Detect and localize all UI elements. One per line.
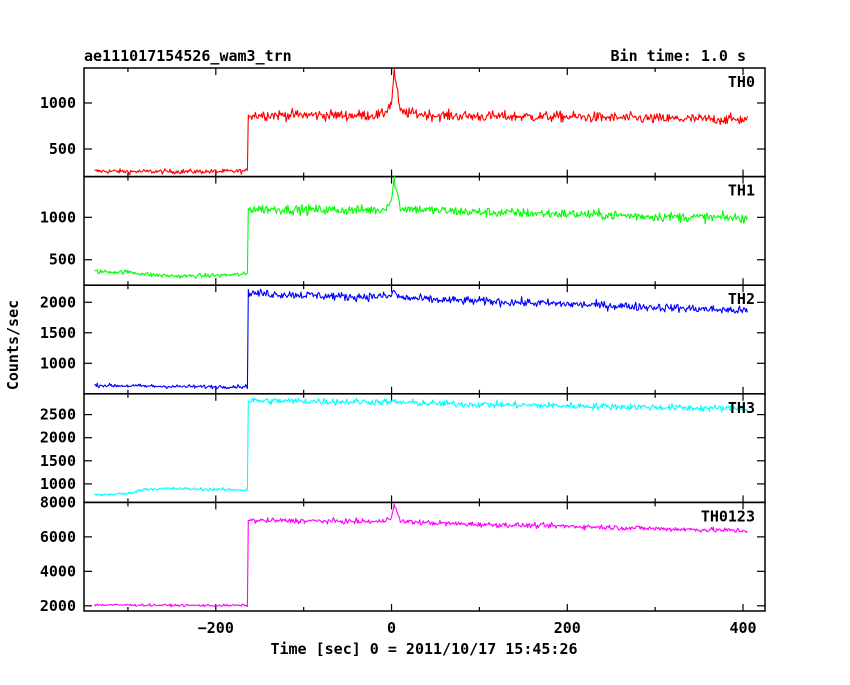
y-tick-label: 4000	[40, 562, 76, 580]
series-th0	[94, 67, 748, 176]
panel-label: TH0	[728, 73, 755, 91]
x-tick-label: 200	[554, 619, 581, 637]
panel-label: TH2	[728, 290, 755, 308]
y-tick-label: 2000	[40, 429, 76, 447]
x-tick-label: −200	[198, 619, 234, 637]
y-tick-label: 1000	[40, 475, 76, 493]
y-tick-label: 2500	[40, 406, 76, 424]
panel-th1: 500 1000 TH1	[40, 175, 766, 286]
panel-label: TH1	[728, 182, 755, 200]
y-tick-label: 1000	[40, 354, 76, 372]
y-tick-label: 1500	[40, 324, 76, 342]
panel-frame	[83, 393, 766, 504]
y-tick-label: 8000	[40, 493, 76, 511]
y-tick-label: 1000	[40, 94, 76, 112]
panel-label: TH3	[728, 399, 755, 417]
panel-th0: 500 1000 TH0	[40, 67, 766, 178]
panel-th3: 1000 1500 2000 2500 TH3	[40, 393, 766, 504]
panel-frame	[83, 501, 766, 612]
panel-frame	[83, 175, 766, 286]
panel-frame	[83, 67, 766, 178]
panel-frame	[83, 284, 766, 395]
y-tick-label: 6000	[40, 528, 76, 546]
panel-label: TH0123	[701, 507, 755, 525]
series-th3	[94, 397, 748, 497]
series-th0123	[94, 503, 748, 608]
y-tick-label: 500	[49, 251, 76, 269]
y-axis-label: Counts/sec	[4, 300, 22, 390]
y-tick-label: 2000	[40, 597, 76, 615]
x-axis: −200 0 200 400	[198, 619, 757, 637]
chart-title: ae111017154526_wam3_trn	[84, 47, 292, 65]
x-axis-label: Time [sec] 0 = 2011/10/17 15:45:26	[270, 640, 577, 658]
y-tick-label: 1500	[40, 452, 76, 470]
panel-th0123: 2000 4000 6000 8000 TH0123	[40, 493, 766, 615]
series-th2	[94, 288, 748, 390]
y-tick-label: 1000	[40, 208, 76, 226]
x-tick-label: 400	[729, 619, 756, 637]
y-tick-label: 500	[49, 140, 76, 158]
x-tick-label: 0	[387, 619, 396, 637]
bin-time-label: Bin time: 1.0 s	[611, 47, 746, 65]
panel-th2: 1000 1500 2000 TH2	[40, 284, 766, 395]
series-th1	[94, 176, 748, 280]
y-tick-label: 2000	[40, 293, 76, 311]
